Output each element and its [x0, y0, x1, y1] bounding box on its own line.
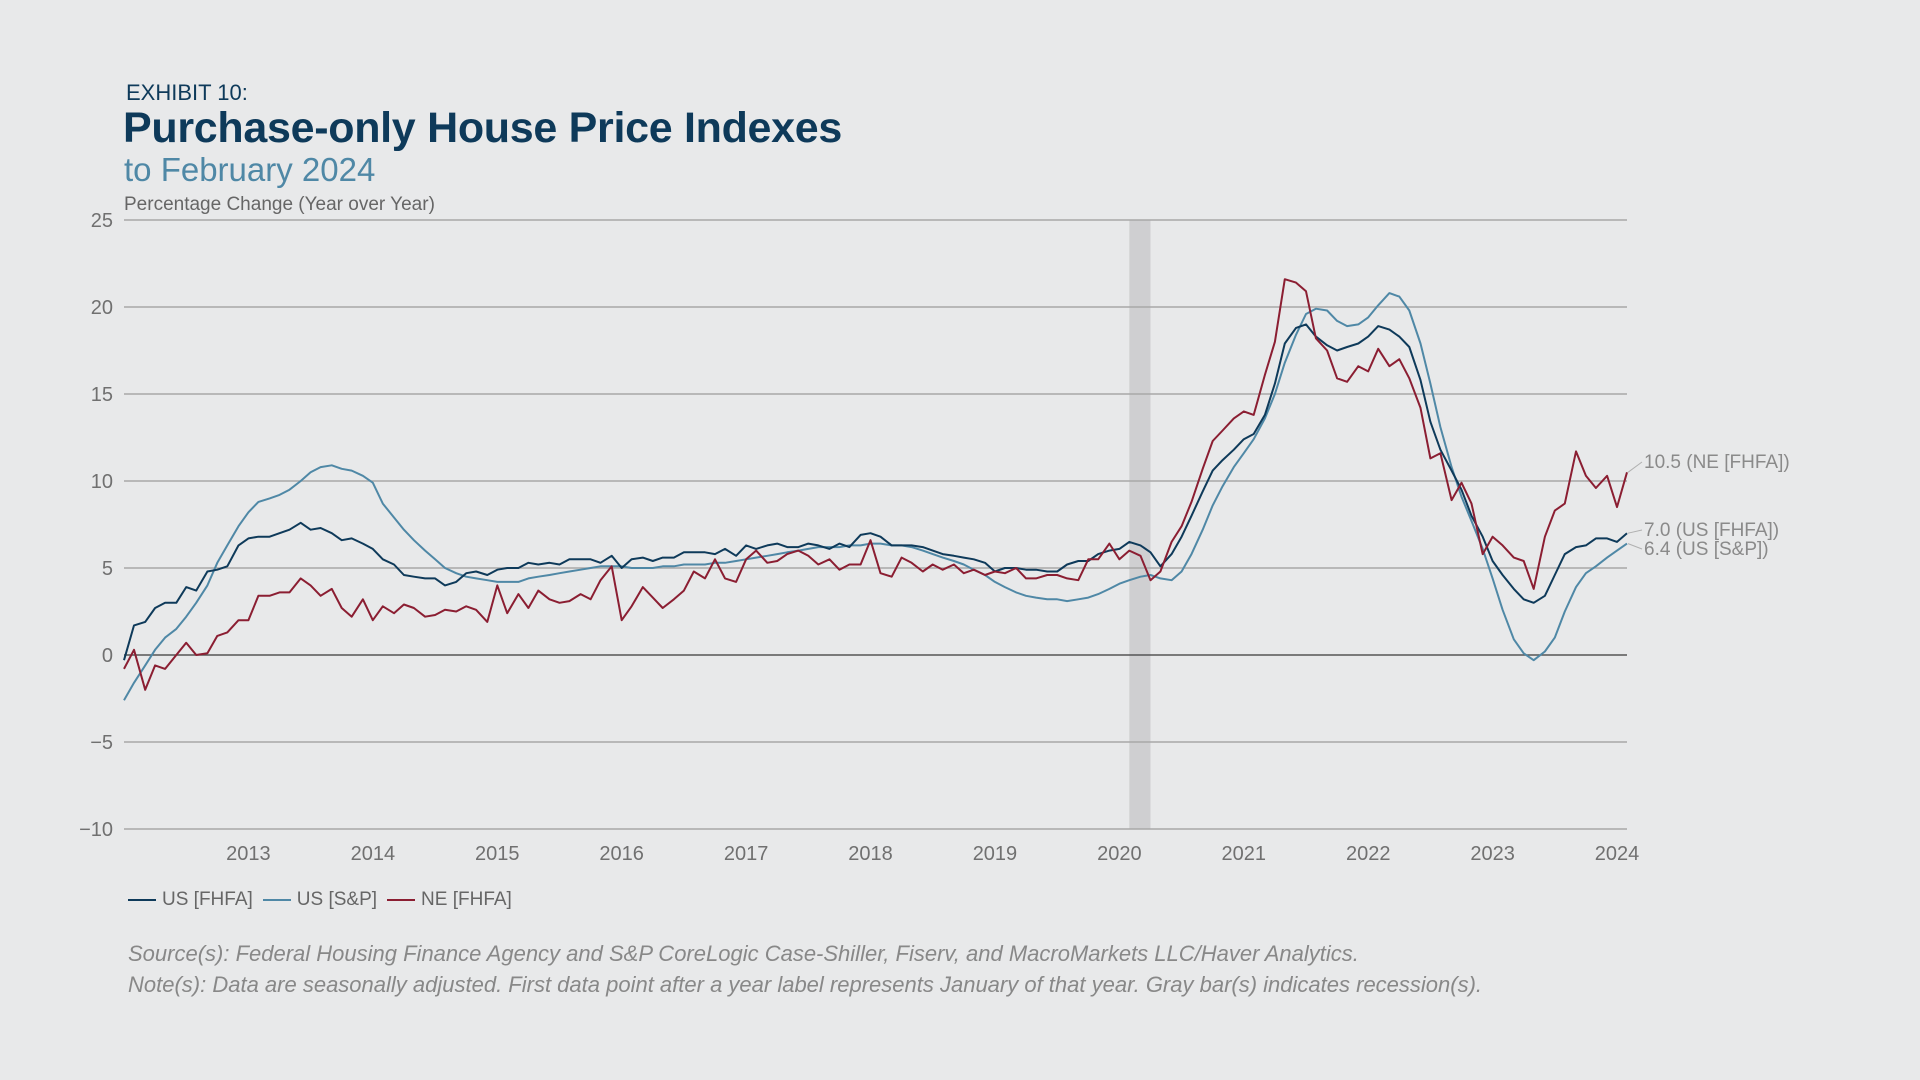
legend-swatch-us-sp	[262, 899, 291, 901]
y-tick-label-1: 20	[91, 297, 113, 319]
footnotes: Source(s): Federal Housing Finance Agenc…	[128, 938, 1482, 1000]
end-labels: 7.0 (US [FHFA])6.4 (US [S&P]) 10.5 (NE [F…	[1627, 452, 1790, 560]
x-tick-label-2017: 2017	[724, 843, 769, 865]
recession-bar-0	[1129, 220, 1151, 829]
legend-label-us-fhfa: US [FHFA]	[162, 889, 253, 910]
y-tick-label-0: 25	[91, 210, 113, 232]
x-tick-labels: 2013 2014 2015 2016 2017 2018 2019 2020 2021 2022…	[226, 843, 1639, 865]
y-tick-label-2: 15	[91, 384, 113, 406]
end-label-leader-us-sp	[1627, 543, 1643, 550]
y-tick-label-7: −10	[79, 819, 113, 841]
y-tick-label-5: 0	[102, 645, 113, 667]
legend-swatch-ne-fhfa	[387, 899, 416, 901]
legend-label-ne-fhfa: NE [FHFA]	[421, 889, 512, 910]
series-line-us-fhfa	[123, 323, 1628, 661]
x-tick-label-2021: 2021	[1222, 843, 1267, 865]
source-note: Source(s): Federal Housing Finance Agenc…	[128, 941, 1359, 966]
end-label-leader-ne-fhfa	[1627, 461, 1643, 473]
legend-item-us-fhfa: US [FHFA]	[128, 889, 253, 911]
legend: US [FHFA] US [S&P] NE [FHFA]	[128, 889, 512, 911]
y-tick-label-6: −5	[90, 732, 113, 754]
x-tick-label-2023: 2023	[1470, 843, 1515, 865]
x-tick-label-2015: 2015	[475, 843, 520, 865]
legend-item-us-sp: US [S&P]	[262, 889, 378, 911]
chart-subtitle: to February 2024	[124, 151, 376, 188]
series-line-ne-fhfa	[123, 278, 1628, 691]
legend-item-ne-fhfa: NE [FHFA]	[387, 889, 512, 911]
x-tick-label-2019: 2019	[973, 843, 1018, 865]
end-label-us-fhfa: 7.0 (US [FHFA])	[1644, 520, 1779, 541]
y-tick-label-3: 10	[91, 471, 113, 493]
end-label-ne-fhfa: 10.5 (NE [FHFA])	[1644, 452, 1790, 473]
chart-title: Purchase-only House Price Indexes	[123, 104, 843, 152]
end-label-leader-us-fhfa	[1627, 529, 1643, 534]
exhibit-label: EXHIBIT 10:	[126, 80, 248, 105]
legend-swatch-us-fhfa	[128, 899, 156, 901]
x-tick-label-2018: 2018	[848, 843, 893, 865]
recession-bars	[1129, 220, 1151, 829]
x-tick-label-2022: 2022	[1346, 843, 1391, 865]
x-tick-label-2013: 2013	[226, 843, 271, 865]
series-line-us-sp	[123, 292, 1628, 701]
legend-label-us-sp: US [S&P]	[296, 889, 378, 910]
x-tick-label-2014: 2014	[351, 843, 396, 865]
y-tick-label-4: 5	[102, 558, 113, 580]
x-tick-label-2024: 2024	[1595, 843, 1640, 865]
data-note: Note(s): Data are seasonally adjusted. F…	[128, 972, 1483, 997]
y-tick-labels: 25 20 15 10 5 0 −5 −10	[79, 210, 113, 841]
y-axis-label: Percentage Change (Year over Year)	[124, 194, 435, 215]
x-tick-label-2016: 2016	[599, 843, 644, 865]
grid-lines	[124, 219, 1627, 830]
end-label-us-sp: 6.4 (US [S&P])	[1644, 539, 1769, 560]
series-lines	[123, 278, 1628, 701]
x-tick-label-2020: 2020	[1097, 843, 1142, 865]
